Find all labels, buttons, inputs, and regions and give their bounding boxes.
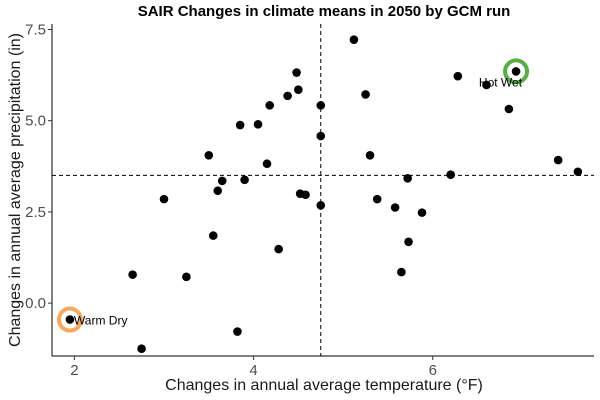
data-point	[390, 203, 400, 212]
x-tick-label: 6	[429, 362, 437, 379]
data-point	[316, 101, 326, 110]
data-point	[233, 327, 242, 336]
y-axis-title: Changes in annual average precipitation …	[7, 33, 24, 347]
data-point	[446, 170, 455, 179]
data-point	[301, 190, 310, 200]
data-point	[417, 208, 427, 217]
data-point	[253, 120, 263, 129]
data-point	[453, 71, 463, 81]
data-point	[159, 194, 169, 204]
highlight-ring-warm-dry	[56, 306, 83, 333]
data-point	[365, 151, 375, 160]
y-tick-label: 5.0	[25, 113, 46, 130]
data-point	[292, 68, 301, 77]
data-point	[274, 244, 283, 254]
x-axis-title: Changes in annual average temperature (°…	[165, 377, 483, 394]
data-point	[372, 194, 382, 204]
data-point	[316, 201, 326, 210]
y-tick-label: 0.0	[25, 295, 46, 312]
data-point	[404, 237, 413, 247]
data-point	[511, 67, 521, 76]
data-point	[235, 120, 245, 130]
y-tick-label: 7.5	[25, 21, 46, 38]
data-point	[403, 174, 412, 183]
data-point	[213, 186, 223, 196]
data-point	[316, 131, 326, 141]
data-point	[294, 85, 303, 94]
highlight-label-warm-dry: Warm Dry	[74, 314, 128, 328]
data-point	[361, 90, 370, 99]
data-point	[262, 159, 272, 169]
data-point	[283, 91, 292, 101]
highlight-ring-hot-wet	[503, 58, 530, 85]
x-tick-label: 4	[249, 362, 257, 379]
chart-title: SAIR Changes in climate means in 2050 by…	[138, 3, 511, 20]
data-point	[349, 35, 359, 44]
data-point	[504, 104, 514, 114]
data-point	[573, 167, 583, 177]
data-point	[217, 176, 227, 186]
y-tick-label: 2.5	[25, 204, 46, 221]
data-point	[397, 267, 406, 277]
data-point	[182, 272, 191, 282]
data-point	[128, 270, 137, 279]
data-point	[137, 344, 146, 354]
plot-area: 0.0 2.5 5.0 7.5 2 4 6 Warm Dry Hot Wet	[25, 21, 594, 379]
x-tick-label: 2	[70, 362, 78, 379]
data-point	[553, 155, 563, 165]
data-point	[240, 175, 249, 185]
data-point	[482, 80, 491, 90]
data-point	[204, 151, 214, 160]
highlight-label-hot-wet: Hot Wet	[479, 75, 523, 89]
data-point	[65, 315, 75, 324]
data-point	[208, 231, 218, 240]
data-point	[265, 101, 274, 110]
